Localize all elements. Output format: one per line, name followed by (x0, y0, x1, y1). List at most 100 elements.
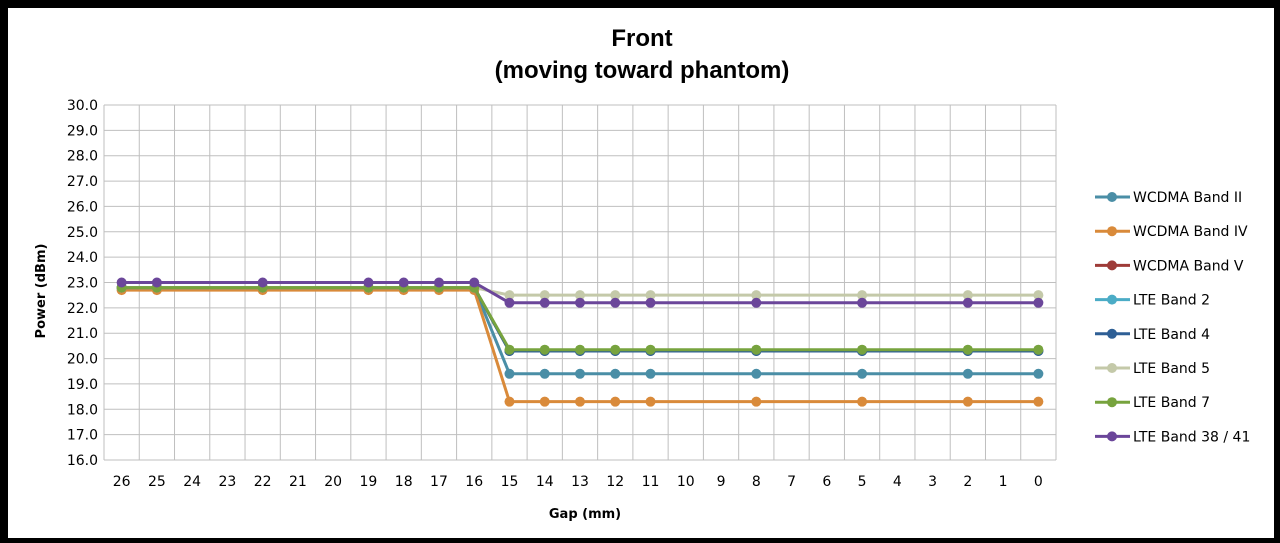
y-tick-label: 24.0 (67, 250, 98, 266)
data-point (539, 297, 550, 308)
x-tick-label: 22 (254, 474, 272, 490)
x-tick-label: 4 (893, 474, 902, 490)
x-tick-label: 13 (571, 474, 589, 490)
x-tick-label: 19 (360, 474, 378, 490)
x-tick-label: 14 (536, 474, 554, 490)
y-tick-label: 26.0 (67, 199, 98, 215)
legend-marker (1107, 260, 1117, 271)
data-point (751, 396, 762, 407)
data-point (504, 290, 515, 301)
data-point (610, 290, 621, 301)
data-point (751, 344, 762, 355)
data-point (257, 277, 268, 288)
x-tick-label: 15 (501, 474, 519, 490)
data-point (575, 396, 585, 407)
x-tick-label: 12 (606, 474, 624, 490)
data-point (962, 396, 973, 407)
y-tick-label: 27.0 (67, 174, 98, 190)
legend-marker (1107, 328, 1117, 339)
legend-marker (1107, 294, 1117, 305)
data-point (962, 344, 973, 355)
x-tick-label: 17 (430, 474, 448, 490)
data-point (857, 396, 868, 407)
y-tick-label: 17.0 (67, 428, 98, 444)
data-point (575, 344, 585, 355)
data-point (1033, 344, 1044, 355)
series-lines (116, 277, 1044, 407)
x-tick-label: 18 (395, 474, 413, 490)
x-axis-label: Gap (mm) (549, 507, 621, 522)
legend-marker (1107, 363, 1117, 373)
data-point (539, 290, 550, 301)
data-point (645, 344, 656, 355)
chart-subtitle: (moving toward phantom) (495, 57, 790, 84)
data-point (645, 396, 656, 407)
data-point (610, 368, 621, 379)
x-tick-label: 23 (218, 474, 236, 490)
data-point (610, 297, 621, 308)
data-point (1033, 297, 1044, 308)
data-point (645, 368, 656, 379)
data-point (504, 396, 515, 407)
data-point (1033, 396, 1044, 407)
data-point (962, 290, 973, 301)
y-tick-label: 21.0 (67, 326, 98, 342)
x-tick-label: 0 (1034, 474, 1043, 490)
legend-label: WCDMA Band II (1133, 190, 1242, 206)
x-tick-label: 7 (787, 474, 796, 490)
x-tick-label: 2 (963, 474, 972, 490)
line-chart: Front (moving toward phantom) 30.029.028… (34, 25, 1250, 522)
data-point (645, 297, 656, 308)
data-point (398, 277, 409, 288)
data-point (575, 290, 585, 301)
x-tick-label: 1 (999, 474, 1008, 490)
data-point (962, 297, 973, 308)
data-point (539, 344, 550, 355)
x-tick-label: 11 (642, 474, 660, 490)
y-tick-label: 28.0 (67, 149, 98, 165)
x-tick-label: 26 (113, 474, 131, 490)
x-tick-label: 3 (928, 474, 937, 490)
legend-marker (1107, 397, 1117, 408)
y-axis-ticks: 30.0 29.0 28.0 27.0 26.0 25.0 24.0 23.0 22.0 21.0… (67, 98, 98, 469)
data-point (504, 297, 515, 308)
legend-label: LTE Band 5 (1133, 361, 1210, 377)
y-axis-label: Power (dBm) (34, 244, 49, 339)
data-point (610, 396, 621, 407)
x-axis-ticks: 26 25 24 23 22 21 20 19 18 17 16 15 14 13 12 11 10 9 8 7 6 5 4… (113, 474, 1043, 490)
data-point (504, 368, 515, 379)
y-tick-label: 19.0 (67, 377, 98, 393)
y-tick-label: 29.0 (67, 123, 98, 139)
x-tick-label: 20 (324, 474, 342, 490)
x-tick-label: 6 (822, 474, 831, 490)
y-tick-label: 23.0 (67, 276, 98, 292)
legend-marker (1107, 226, 1117, 237)
chart-frame: Front (moving toward phantom) 30.0 29.0 28… (8, 8, 1274, 538)
data-point (363, 277, 374, 288)
y-tick-label: 20.0 (67, 352, 98, 368)
chart-title: Front (611, 25, 672, 52)
data-point (469, 277, 480, 288)
y-tick-label: 30.0 (67, 98, 98, 114)
x-tick-label: 5 (858, 474, 867, 490)
legend-marker (1107, 192, 1117, 202)
data-point (1033, 290, 1044, 301)
x-tick-label: 9 (717, 474, 726, 490)
data-point (645, 290, 656, 301)
data-point (857, 290, 868, 301)
y-tick-label: 18.0 (67, 402, 98, 418)
data-point (857, 344, 868, 355)
x-tick-label: 8 (752, 474, 761, 490)
legend: WCDMA Band II WCDMA Band IV WCDMA Band V LT… (1095, 190, 1250, 445)
y-tick-label: 16.0 (67, 453, 98, 469)
x-tick-label: 16 (465, 474, 483, 490)
data-point (575, 297, 585, 308)
legend-label: LTE Band 2 (1133, 293, 1210, 309)
x-tick-label: 25 (148, 474, 166, 490)
data-point (1033, 368, 1044, 379)
legend-marker (1107, 431, 1117, 442)
legend-label: WCDMA Band V (1133, 258, 1244, 274)
data-point (751, 290, 762, 301)
data-point (751, 297, 762, 308)
x-tick-label: 24 (183, 474, 201, 490)
